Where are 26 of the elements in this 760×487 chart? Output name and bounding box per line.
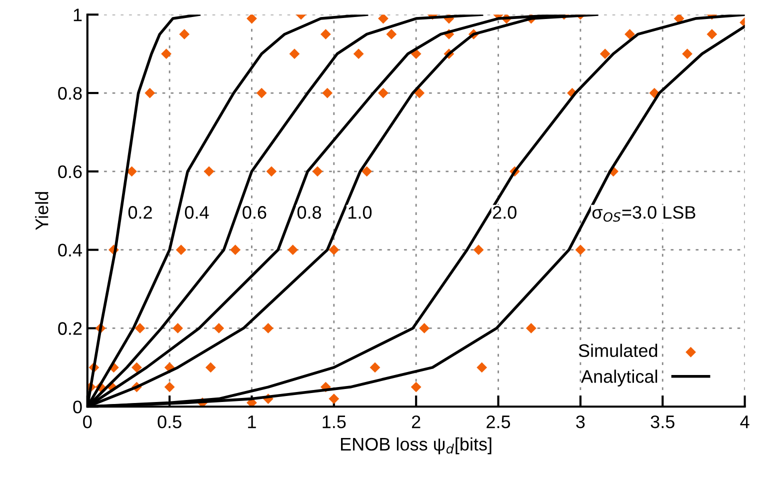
legend-label: Analytical [581,370,658,386]
y-axis-title: Yield [35,192,48,230]
annotation: 0.4 [184,206,209,219]
x-tick-label: 3 [576,415,585,428]
annotation: 0.8 [297,206,322,219]
legend-label: Simulated [578,344,658,358]
x-tick-label: 2.5 [486,415,510,428]
y-tick-label: 0 [73,400,82,414]
x-tick-label: 0.5 [158,415,182,428]
y-tick-label: 0.4 [58,244,82,257]
y-tick-label: 0.2 [58,322,82,335]
y-tick-label: 0.6 [58,165,82,178]
x-tick-label: 0 [83,415,92,428]
annotation: 2.0 [492,206,516,219]
x-tick-label: 4 [740,416,750,428]
y-tick-label: 0.8 [58,86,82,100]
x-tick-label: 1.5 [322,416,346,428]
x-tick-label: 3.5 [650,415,674,428]
x-axis-title: ENOB loss ψ$_{d}$[bits] [341,437,492,454]
x-tick-label: 1 [248,416,256,428]
annotation: 0.2 [128,206,152,219]
y-tick-label: 1 [74,8,82,22]
x-tick-label: 2 [412,415,420,428]
annotation: 0.6 [242,206,266,219]
annotation: 1.0 [348,206,372,219]
annotation: σ$_{OS}$=3.0 LSB [592,206,696,222]
